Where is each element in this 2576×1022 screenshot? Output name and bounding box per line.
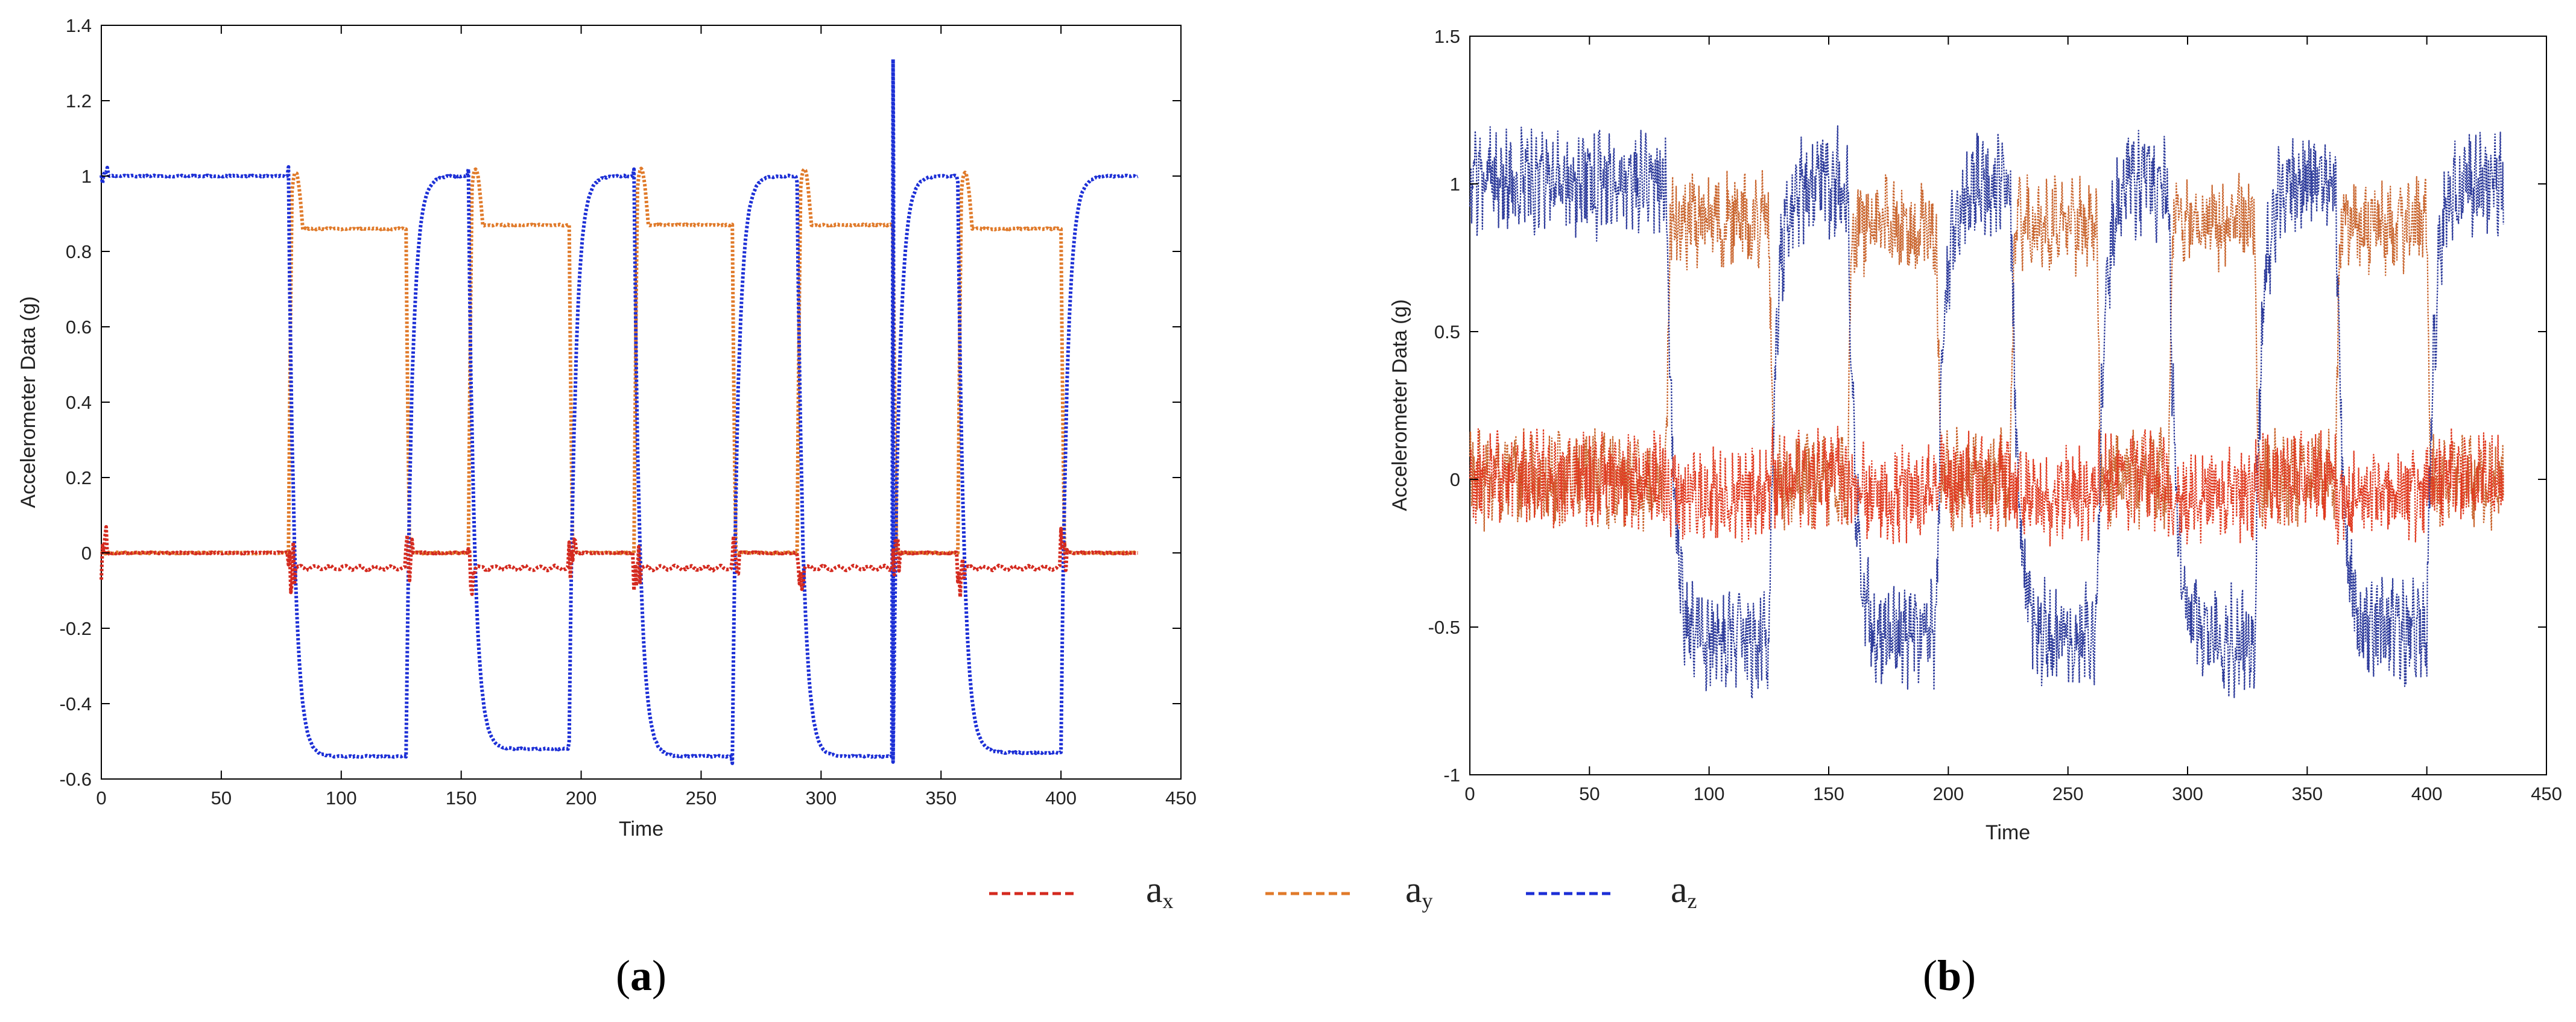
chart-a-ytick-label: 0.8 bbox=[66, 241, 92, 262]
chart-a-xlabel: Time bbox=[619, 818, 663, 841]
chart-a-xtick-label: 450 bbox=[1165, 787, 1197, 809]
chart-a-xtick-label: 250 bbox=[686, 787, 717, 809]
chart-b-xtick-label: 400 bbox=[2411, 783, 2443, 804]
chart-b-ylabel: Accelerometer Data (g) bbox=[1388, 299, 1411, 511]
chart-a-xtick-label: 100 bbox=[326, 787, 357, 809]
chart-a-xtick-label: 200 bbox=[566, 787, 597, 809]
chart-a-ticks: 0 50 100 150 200 250 300 350 400 450 -0.6 -0.4 -0.2 0… bbox=[60, 15, 1197, 809]
chart-a-series bbox=[100, 57, 1139, 765]
chart-b-ticks: 0 50 100 150 200 250 300 350 400 450 -1 -0.5 0 0.5 1 1.… bbox=[1428, 26, 2562, 804]
panel-label-b: (b) bbox=[1923, 951, 1976, 1000]
chart-b-xlabel: Time bbox=[1986, 821, 2030, 844]
chart-a-ytick-label: -0.4 bbox=[60, 693, 92, 714]
chart-b-xtick-label: 0 bbox=[1464, 783, 1475, 804]
chart-a-xtick-label: 50 bbox=[211, 787, 232, 809]
svg-text:(b): (b) bbox=[1923, 951, 1976, 1000]
chart-b-ytick-label: -0.5 bbox=[1428, 617, 1460, 638]
chart-a-ytick-label: -0.6 bbox=[60, 769, 92, 790]
chart-b-xtick-label: 250 bbox=[2052, 783, 2084, 804]
chart-a-ylabel: Accelerometer Data (g) bbox=[17, 296, 40, 508]
chart-b-xtick-label: 150 bbox=[1813, 783, 1844, 804]
chart-b-xtick-label: 300 bbox=[2172, 783, 2203, 804]
chart-b-ytick-label: -1 bbox=[1443, 765, 1460, 786]
chart-a-xtick-label: 0 bbox=[96, 787, 106, 809]
chart-a-ytick-label: 1.2 bbox=[66, 90, 92, 112]
chart-b-series bbox=[1469, 125, 2504, 699]
chart-b-xtick-label: 50 bbox=[1579, 783, 1600, 804]
chart-a-series-az bbox=[100, 57, 1139, 765]
legend-label-ay: ay bbox=[1405, 869, 1433, 913]
chart-b-xtick-label: 200 bbox=[1932, 783, 1964, 804]
legend-item-ax: ax bbox=[989, 869, 1174, 913]
chart-a-ytick-label: 0.6 bbox=[66, 317, 92, 338]
chart-a-ytick-label: 1 bbox=[81, 166, 92, 187]
chart-b-series-az bbox=[1469, 125, 2504, 699]
chart-a-plot-area bbox=[101, 25, 1182, 780]
chart-b-series-ax bbox=[1469, 426, 2504, 547]
chart-a-ytick-label: 1.4 bbox=[66, 15, 92, 36]
chart-a-xtick-label: 300 bbox=[805, 787, 837, 809]
chart-a-xtick-label: 350 bbox=[925, 787, 957, 809]
chart-a-ytick-label: -0.2 bbox=[60, 618, 92, 639]
legend: ax ay az bbox=[989, 869, 1697, 913]
chart-b-ytick-label: 0.5 bbox=[1434, 321, 1460, 342]
legend-item-az: az bbox=[1526, 869, 1697, 913]
chart-a-xtick-label: 400 bbox=[1045, 787, 1077, 809]
chart-b-plot-area bbox=[1469, 36, 2547, 775]
chart-b: 0 50 100 150 200 250 300 350 400 450 -1 -0.5 0 0.5 1 1.… bbox=[1388, 26, 2562, 844]
chart-b-xtick-label: 350 bbox=[2291, 783, 2323, 804]
chart-b-xtick-label: 450 bbox=[2531, 783, 2562, 804]
chart-a-series-ax bbox=[100, 525, 1139, 599]
chart-a-ytick-label: 0 bbox=[81, 543, 92, 564]
svg-text:(a): (a) bbox=[616, 951, 666, 1000]
chart-a-ytick-label: 0.4 bbox=[66, 392, 92, 413]
legend-label-az: az bbox=[1671, 869, 1697, 913]
panel-label-a: (a) bbox=[616, 951, 666, 1000]
chart-b-xtick-label: 100 bbox=[1694, 783, 1725, 804]
legend-item-ay: ay bbox=[1265, 869, 1433, 913]
chart-b-ytick-label: 1.5 bbox=[1434, 26, 1460, 47]
chart-b-series-ay bbox=[1469, 169, 2504, 532]
chart-a: 0 50 100 150 200 250 300 350 400 450 -0.6 -0.4 -0.2 0… bbox=[17, 15, 1197, 841]
chart-a-ytick-label: 0.2 bbox=[66, 467, 92, 488]
chart-b-ytick-label: 0 bbox=[1450, 469, 1460, 490]
legend-label-ax: ax bbox=[1146, 869, 1174, 913]
chart-b-ytick-label: 1 bbox=[1450, 174, 1460, 195]
chart-a-xtick-label: 150 bbox=[446, 787, 477, 809]
